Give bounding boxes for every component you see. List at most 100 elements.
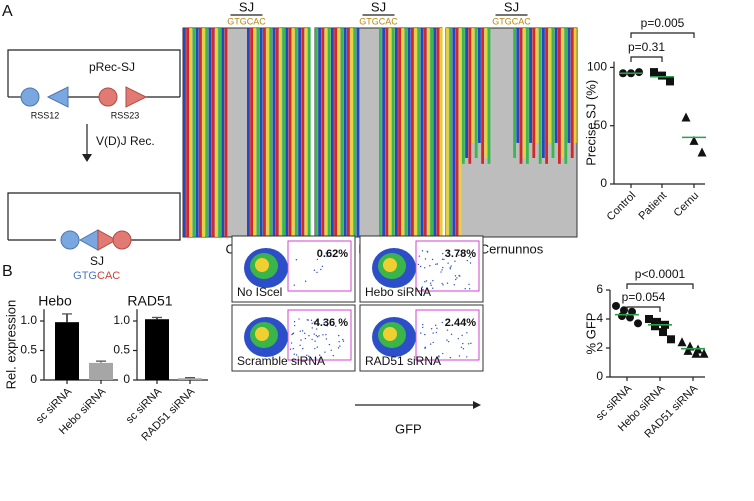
flow-percent: 2.44% bbox=[445, 317, 476, 329]
flow-event bbox=[446, 282, 449, 284]
flow-event bbox=[292, 347, 295, 350]
sequence-trace bbox=[247, 28, 250, 237]
sequence-trace bbox=[391, 28, 395, 237]
rss-label: RSS23 bbox=[111, 110, 140, 120]
flow-event bbox=[311, 327, 313, 329]
flow-percent: 4.36 % bbox=[314, 317, 348, 329]
sequence-trace bbox=[183, 28, 186, 237]
y-tick-label: 0 bbox=[596, 369, 603, 383]
sequence-trace bbox=[288, 28, 292, 237]
sequence-trace bbox=[449, 28, 452, 237]
flow-event bbox=[313, 333, 315, 335]
flow-event bbox=[429, 343, 432, 345]
flow-event bbox=[300, 339, 302, 341]
flow-percent: 0.62% bbox=[317, 248, 348, 260]
flow-event bbox=[289, 348, 292, 350]
step-label: V(D)J Rec. bbox=[96, 134, 155, 148]
flow-event bbox=[460, 346, 463, 349]
flow-event bbox=[315, 334, 317, 337]
flow-event bbox=[316, 258, 319, 261]
flow-event bbox=[442, 284, 444, 286]
flow-event bbox=[461, 334, 463, 337]
significance-bracket bbox=[626, 283, 694, 289]
flow-event bbox=[426, 250, 428, 253]
bar bbox=[89, 362, 113, 380]
sequence-trace bbox=[253, 28, 257, 237]
flow-event bbox=[337, 347, 340, 349]
sequence-trace bbox=[350, 28, 353, 237]
flow-event bbox=[302, 347, 304, 350]
sequence-trace bbox=[427, 28, 430, 237]
sequence-trace bbox=[513, 28, 516, 158]
sequence-trace bbox=[401, 28, 405, 237]
point bbox=[667, 335, 675, 344]
flow-event bbox=[316, 336, 319, 338]
sequence: GTG bbox=[73, 270, 97, 282]
flow-event bbox=[307, 319, 309, 321]
flow-gate bbox=[287, 309, 352, 361]
sequence-trace bbox=[561, 28, 564, 158]
flow-event bbox=[293, 284, 296, 286]
point bbox=[635, 68, 643, 77]
flow-event bbox=[440, 271, 442, 273]
sequence-trace bbox=[186, 28, 189, 237]
y-tick-label: 1.0 bbox=[113, 313, 130, 327]
y-tick-label: 0 bbox=[30, 372, 37, 386]
sequence-trace bbox=[266, 28, 269, 237]
flow-event bbox=[424, 281, 426, 283]
y-axis-label: Precise SJ (%) bbox=[583, 80, 598, 166]
sequence-trace bbox=[439, 28, 443, 237]
sequence-trace bbox=[334, 28, 337, 237]
flow-event bbox=[299, 330, 301, 332]
flow-event bbox=[450, 265, 452, 267]
sequence-trace bbox=[436, 28, 440, 237]
flow-event bbox=[422, 326, 424, 329]
flow-event bbox=[326, 325, 328, 327]
flow-event bbox=[328, 343, 331, 346]
point bbox=[691, 348, 701, 358]
flow-event bbox=[321, 265, 324, 268]
p-value: p=0.005 bbox=[641, 16, 685, 30]
rss-label: RSS12 bbox=[31, 110, 60, 120]
product-label: SJ bbox=[90, 254, 104, 268]
flow-event bbox=[432, 279, 434, 282]
sequence-trace bbox=[574, 28, 577, 143]
sequence-trace bbox=[385, 28, 389, 237]
y-tick-label: 50 bbox=[594, 118, 608, 132]
plasmid-diagram: pRec-SJ RSS12 RSS23 V(D)J Rec. SJ GTG CA… bbox=[7, 49, 181, 282]
flow-gate bbox=[287, 240, 352, 292]
flow-event bbox=[342, 340, 345, 342]
flow-event bbox=[430, 328, 433, 330]
sequence-trace bbox=[554, 28, 558, 143]
y-tick-label: 0 bbox=[600, 176, 607, 190]
sequence-trace bbox=[484, 28, 488, 158]
flow-label: RAD51 siRNA bbox=[365, 354, 441, 368]
sequence-trace bbox=[433, 28, 437, 237]
sequence-trace bbox=[259, 28, 263, 237]
flow-percent: 3.78% bbox=[445, 248, 476, 260]
sequence-trace bbox=[481, 28, 484, 164]
flow-event bbox=[314, 340, 316, 342]
flow-event bbox=[316, 346, 319, 348]
sequence-trace bbox=[307, 28, 311, 237]
sequence-trace bbox=[324, 28, 328, 237]
point bbox=[659, 328, 667, 337]
flow-event bbox=[438, 355, 440, 357]
sequence-trace bbox=[192, 28, 196, 237]
flow-event bbox=[323, 321, 326, 324]
bar bbox=[55, 322, 79, 380]
sequence-trace bbox=[195, 28, 199, 237]
flow-event bbox=[454, 275, 457, 277]
flow-event bbox=[424, 333, 426, 336]
flow-event bbox=[316, 320, 318, 322]
sequence-trace bbox=[551, 28, 555, 158]
flow-panel: 2.44% RAD51 siRNA bbox=[359, 304, 484, 372]
flow-event bbox=[307, 355, 310, 357]
y-axis-label: Rel. expression bbox=[3, 300, 18, 390]
flow-event bbox=[462, 342, 464, 345]
sequence-trace bbox=[414, 28, 417, 237]
flow-event bbox=[421, 250, 424, 252]
flow-event bbox=[334, 325, 337, 327]
flow-event bbox=[325, 333, 327, 336]
flow-event bbox=[308, 334, 310, 337]
